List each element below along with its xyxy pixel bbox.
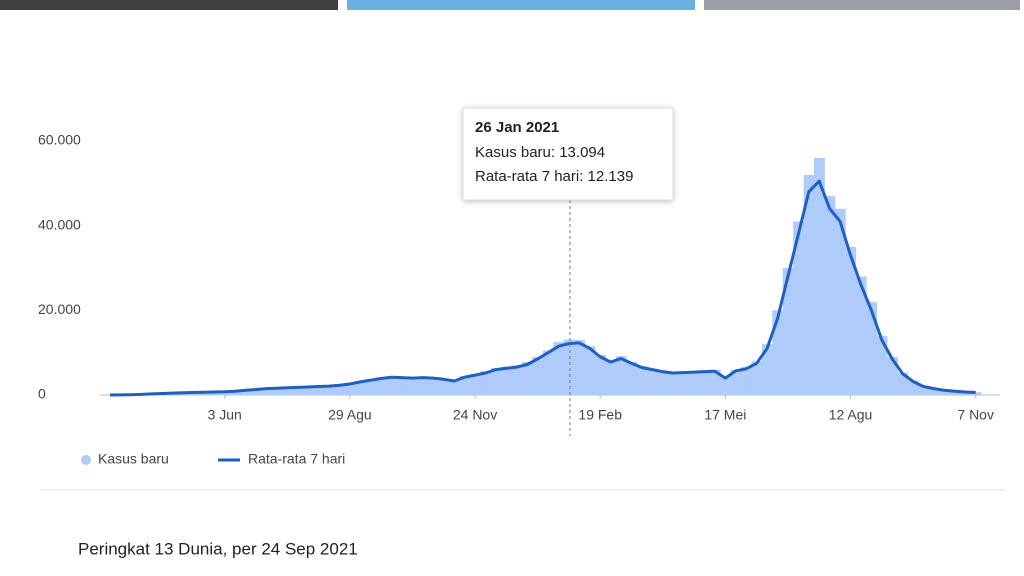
bar: [219, 391, 231, 395]
bar: [229, 390, 241, 395]
tab-bar: [347, 0, 695, 10]
tooltip: [462, 107, 674, 201]
x-tick-label: 7 Nov: [957, 407, 994, 423]
bar: [480, 371, 492, 395]
bar: [793, 221, 804, 395]
bar: [490, 367, 502, 395]
tooltip-line: Kasus baru: 13.094: [475, 144, 605, 161]
bar: [240, 389, 252, 395]
bar: [386, 376, 398, 395]
bar: [907, 380, 919, 395]
bar: [344, 382, 356, 395]
bar: [521, 361, 533, 395]
bar: [657, 370, 669, 395]
bar: [845, 246, 857, 395]
bar: [814, 157, 825, 395]
bar: [553, 342, 565, 395]
bar: [469, 373, 481, 395]
bar: [782, 268, 794, 395]
bar: [647, 368, 658, 395]
x-tick-label: 19 Feb: [578, 407, 622, 423]
chart: 0 20.000 40.000 60.000 3 Jun 29 Agu 24 Nov 19 F…: [38, 107, 1000, 467]
bar: [939, 389, 951, 395]
legend-label: Rata-rata 7 hari: [248, 451, 345, 467]
bar: [574, 339, 585, 395]
tab-bar: [0, 0, 338, 10]
bar: [626, 361, 638, 395]
bar: [292, 386, 304, 395]
footer: Peringkat 13 Dunia, per 24 Sep 2021: [78, 539, 358, 558]
bar: [720, 376, 731, 395]
bar: [615, 356, 627, 395]
bar: [824, 196, 836, 395]
bar: [668, 372, 679, 395]
bar: [501, 366, 512, 395]
x-tick-label: 24 Nov: [453, 407, 497, 423]
y-tick-label: 40.000: [38, 216, 81, 232]
x-tick-label: 29 Agu: [328, 407, 372, 423]
bar: [678, 371, 690, 395]
bar: [949, 390, 961, 395]
bar: [396, 376, 408, 395]
bar: [407, 377, 419, 395]
bar: [876, 335, 888, 395]
bar: [970, 392, 982, 395]
bar: [532, 356, 544, 395]
bar: [375, 377, 387, 395]
bar: [834, 208, 846, 395]
line: [109, 179, 976, 397]
bar: [709, 369, 721, 395]
bar: [605, 361, 617, 395]
y-tick-label: 60.000: [38, 132, 81, 148]
bar: [542, 350, 554, 395]
bar: [803, 174, 815, 395]
bar: [438, 378, 450, 395]
bar: [855, 276, 867, 395]
bar: [928, 388, 940, 395]
bar: [334, 384, 346, 395]
tab-bar: [704, 0, 1020, 10]
bar: [761, 344, 773, 395]
y-tick-label: 20.000: [38, 301, 81, 317]
bar: [313, 386, 325, 395]
bar: [323, 385, 335, 395]
tooltip-title: 26 Jan 2021: [475, 119, 559, 136]
bar: [448, 380, 460, 395]
bar: [355, 381, 366, 395]
bar: [417, 376, 429, 395]
bar: [563, 339, 575, 395]
bar: [594, 354, 606, 395]
bar: [636, 366, 648, 395]
bar: [271, 387, 283, 395]
bar: [250, 389, 262, 395]
x-tick-label: 17 Mei: [704, 407, 746, 423]
bar: [282, 387, 293, 395]
bar: [459, 375, 471, 395]
bar: [261, 388, 273, 395]
bar: [866, 301, 878, 395]
bar: [730, 369, 742, 395]
bar: [699, 370, 711, 395]
x-tick-label: 3 Jun: [208, 407, 242, 423]
tooltip-line: Rata-rata 7 hari: 12.139: [475, 168, 633, 185]
y-tick-label: 0: [38, 386, 46, 402]
bar: [302, 386, 314, 395]
bar: [741, 367, 752, 395]
bar: [688, 370, 700, 395]
x-tick-label: 12 Agu: [829, 407, 873, 423]
legend-label: Kasus baru: [98, 451, 169, 467]
bar: [584, 346, 596, 395]
bar: [365, 378, 377, 395]
bar: [428, 377, 439, 395]
bar: [918, 385, 930, 395]
bar: [772, 310, 784, 395]
bar: [511, 365, 523, 395]
bar: [897, 372, 909, 395]
bar: [887, 356, 898, 395]
bar: [751, 361, 763, 395]
legend-swatch: [81, 455, 91, 465]
